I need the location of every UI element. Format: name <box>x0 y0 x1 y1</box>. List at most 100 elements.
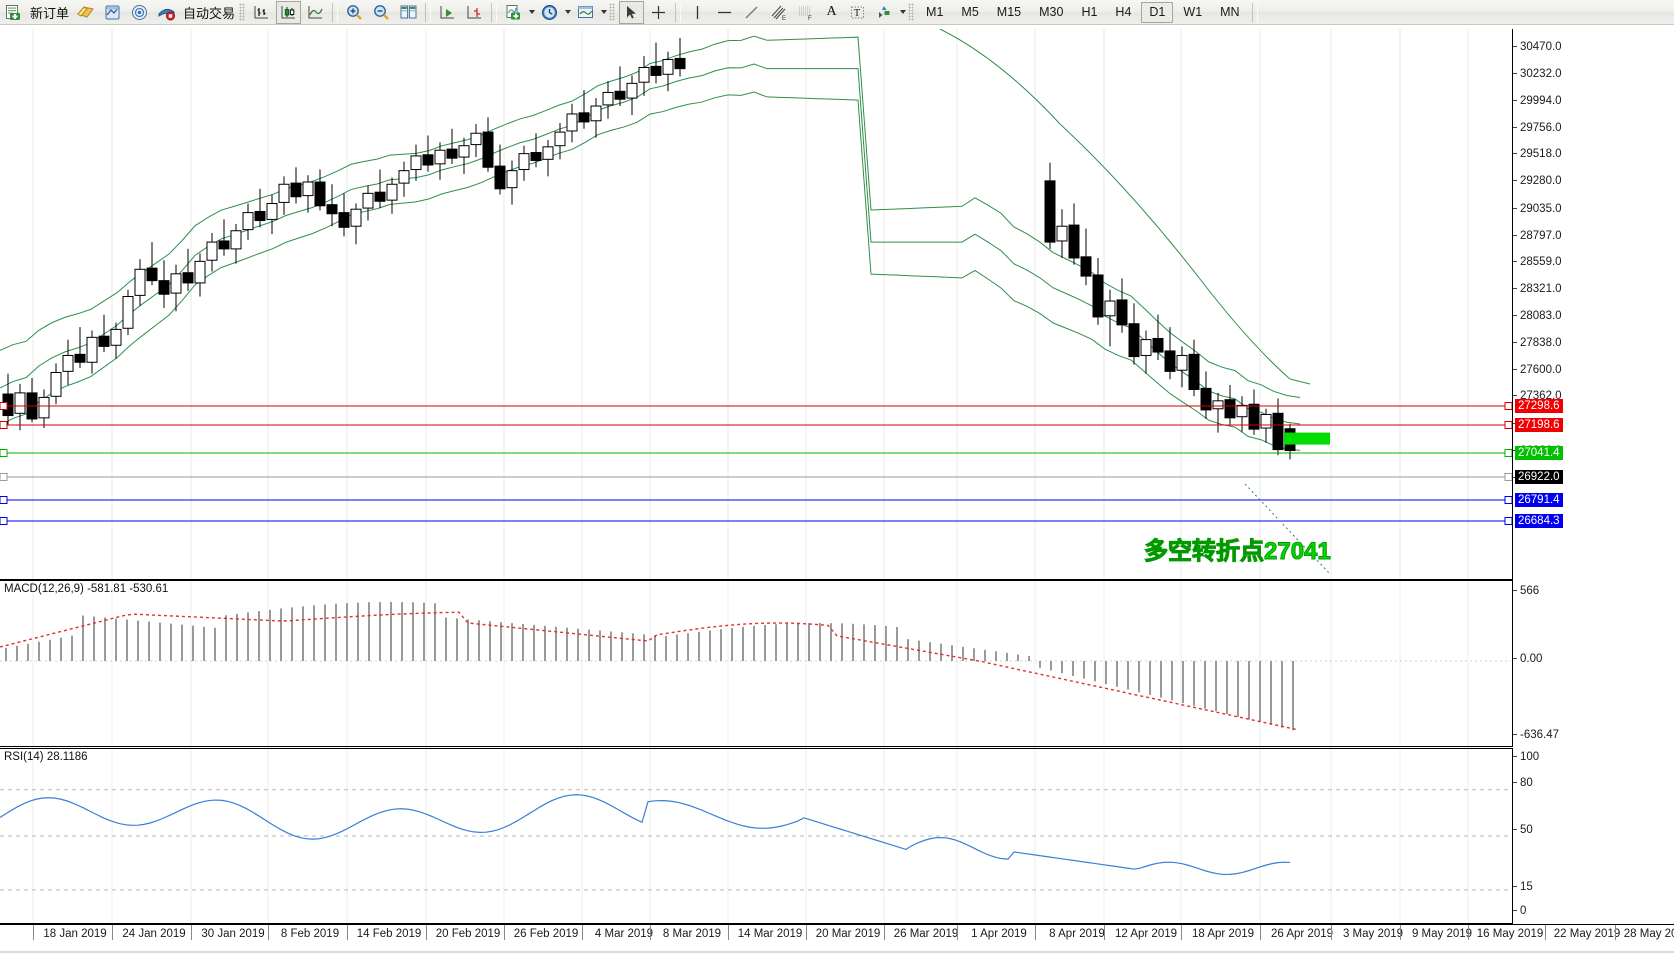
main-toolbar: 新订单 <box>0 0 1674 25</box>
data-window-icon[interactable] <box>127 1 152 24</box>
time-gridline <box>728 925 729 940</box>
price-tick: 28321.0 <box>1513 283 1562 295</box>
price-tick: 28083.0 <box>1513 310 1562 322</box>
zoom-in-icon[interactable] <box>342 1 367 24</box>
macd-label: MACD(12,26,9) -581.81 -530.61 <box>4 583 169 595</box>
macd-chart-svg <box>0 581 1511 746</box>
time-tick-label: 14 Feb 2019 <box>356 928 422 940</box>
time-tick-label: 18 Apr 2019 <box>1191 928 1255 940</box>
price-tick: 28559.0 <box>1513 256 1562 268</box>
price-level-label[interactable]: 27041.4 <box>1515 446 1563 460</box>
price-scale-axis[interactable]: 30470.0 30232.0 29994.0 29756.0 29518.0 29280… <box>1513 29 1674 924</box>
time-gridline <box>806 925 807 940</box>
chart-area[interactable]: 多空转折点27041 MACD(12,26,9) -581.81 -530.61… <box>0 29 1674 953</box>
time-tick-label: 30 Jan 2019 <box>201 928 265 940</box>
time-gridline <box>884 925 885 940</box>
bar-chart-icon[interactable] <box>249 1 274 24</box>
time-tick-label: 22 May 2019 <box>1553 928 1621 940</box>
toolbar-grip-tools[interactable] <box>609 3 616 21</box>
timeframe-m30[interactable]: M30 <box>1039 5 1064 19</box>
timeframe-m15[interactable]: M15 <box>996 5 1022 19</box>
price-level-label[interactable]: 26791.4 <box>1515 493 1563 507</box>
crosshair-icon[interactable] <box>646 1 671 24</box>
time-gridline <box>347 925 348 940</box>
price-tick: 29035.0 <box>1513 203 1562 215</box>
rsi-pane[interactable]: RSI(14) 28.1186 <box>0 748 1513 924</box>
templates-dropdown-caret[interactable] <box>599 1 608 23</box>
timeframe-m1[interactable]: M1 <box>926 5 944 19</box>
zoom-out-icon[interactable] <box>369 1 394 24</box>
timeframe-h1[interactable]: H1 <box>1081 5 1098 19</box>
price-tick: 29280.0 <box>1513 175 1562 187</box>
line-chart-icon[interactable] <box>303 1 328 24</box>
timeframe-w1[interactable]: W1 <box>1183 5 1203 19</box>
timeframe-h4[interactable]: H4 <box>1115 5 1132 19</box>
timeframe-bar: M1 M5 M15 M30 H1 H4 D1 W1 MN <box>917 0 1249 25</box>
time-tick-label: 26 Feb 2019 <box>513 928 579 940</box>
shapes-icon[interactable] <box>872 1 897 24</box>
templates-icon[interactable] <box>573 1 598 24</box>
time-gridline <box>582 925 583 940</box>
rsi-label: RSI(14) 28.1186 <box>4 751 88 763</box>
time-gridline <box>1468 925 1469 940</box>
tile-windows-icon[interactable] <box>396 1 421 24</box>
time-tick-label: 20 Mar 2019 <box>815 928 881 940</box>
timeframe-d1[interactable]: D1 <box>1141 1 1174 23</box>
period-icon[interactable] <box>537 1 562 24</box>
toolbar-grip-charts[interactable] <box>239 3 246 21</box>
price-level-label[interactable]: 27198.6 <box>1515 418 1563 432</box>
rsi-chart-svg <box>0 749 1511 923</box>
time-gridline <box>1104 925 1105 940</box>
fibonacci-icon[interactable]: F <box>793 1 818 24</box>
rsi-tick: 50 <box>1513 824 1533 836</box>
time-tick-label: 8 Feb 2019 <box>280 928 340 940</box>
new-order-label[interactable]: 新订单 <box>30 5 70 21</box>
price-chart-svg <box>0 29 1512 579</box>
time-gridline <box>426 925 427 940</box>
toolbar-group-zoom <box>341 0 422 25</box>
vertical-line-icon[interactable] <box>685 1 710 24</box>
shapes-dropdown-caret[interactable] <box>898 1 907 23</box>
time-gridline <box>1035 925 1036 940</box>
macd-pane[interactable]: MACD(12,26,9) -581.81 -530.61 <box>0 580 1513 747</box>
time-scale-axis[interactable]: 18 Jan 2019 24 Jan 2019 30 Jan 2019 8 Feb 2… <box>0 924 1674 953</box>
pivot-annotation-text: 多空转折点27041 <box>1144 538 1332 566</box>
time-tick-label: 24 Jan 2019 <box>122 928 186 940</box>
new-order-icon[interactable] <box>1 1 26 24</box>
autotrade-label[interactable]: 自动交易 <box>183 5 236 21</box>
toolbar-separator-3 <box>491 2 498 22</box>
toolbar-separator-5 <box>1251 2 1258 22</box>
price-pane[interactable]: 多空转折点27041 <box>0 29 1513 580</box>
price-level-label[interactable]: 26684.3 <box>1515 514 1563 528</box>
toolbar-group-linestudies: E F A T <box>618 0 907 25</box>
toolbar-grip-timeframes[interactable] <box>908 3 915 21</box>
timeframe-mn[interactable]: MN <box>1220 5 1240 19</box>
time-tick-label: 16 May 2019 <box>1476 928 1544 940</box>
candlestick-chart-icon[interactable] <box>276 0 302 24</box>
text-icon[interactable]: A <box>826 4 837 19</box>
indicators-icon[interactable] <box>501 1 526 24</box>
price-level-label[interactable]: 27298.6 <box>1515 399 1563 413</box>
cursor-icon[interactable] <box>619 0 645 24</box>
timeframe-m5[interactable]: M5 <box>961 5 979 19</box>
trendline-icon[interactable] <box>739 1 764 24</box>
autotrade-icon[interactable] <box>154 1 179 24</box>
indicators-dropdown-caret[interactable] <box>527 1 536 23</box>
period-dropdown-caret[interactable] <box>563 1 572 23</box>
autoscroll-icon[interactable] <box>435 1 460 24</box>
profiles-icon[interactable] <box>73 1 98 24</box>
time-gridline <box>957 925 958 940</box>
rsi-tick: 0 <box>1513 905 1526 917</box>
equidistant-channel-icon[interactable]: E <box>766 1 791 24</box>
market-watch-icon[interactable] <box>100 1 125 24</box>
time-gridline <box>650 925 651 940</box>
text-label-icon[interactable]: T <box>845 1 870 24</box>
chart-shift-icon[interactable] <box>462 1 487 24</box>
time-gridline <box>33 925 34 940</box>
price-level-label[interactable]: 26922.0 <box>1515 470 1563 484</box>
time-tick-label: 9 May 2019 <box>1411 928 1473 940</box>
horizontal-line-icon[interactable] <box>712 1 737 24</box>
chart-bottom-border <box>0 951 1674 953</box>
time-tick-label: 26 Apr 2019 <box>1270 928 1334 940</box>
